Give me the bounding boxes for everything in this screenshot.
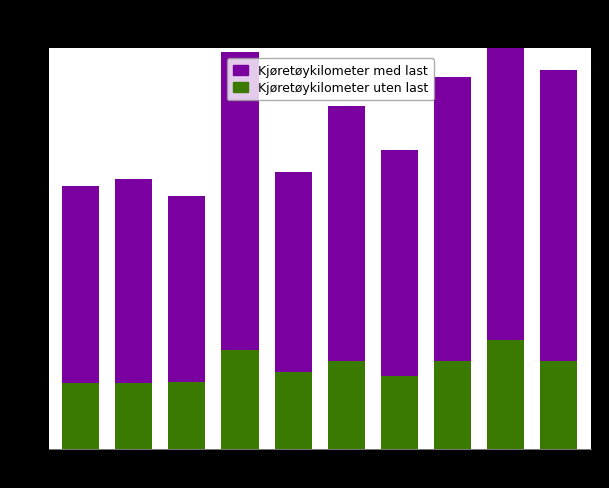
Bar bbox=[168, 382, 205, 449]
Bar bbox=[275, 372, 312, 449]
Bar bbox=[115, 180, 152, 384]
Bar bbox=[487, 34, 524, 340]
Bar bbox=[540, 362, 577, 449]
Bar bbox=[168, 197, 205, 382]
Bar bbox=[275, 172, 312, 372]
Bar bbox=[434, 78, 471, 362]
Bar bbox=[328, 107, 365, 362]
Bar bbox=[222, 52, 259, 351]
Bar bbox=[115, 384, 152, 449]
Bar bbox=[487, 340, 524, 449]
Bar bbox=[434, 362, 471, 449]
Bar bbox=[381, 151, 418, 376]
Bar bbox=[540, 71, 577, 362]
Legend: Kjøretøykilometer med last, Kjøretøykilometer uten last: Kjøretøykilometer med last, Kjøretøykilo… bbox=[227, 59, 434, 101]
Bar bbox=[381, 376, 418, 449]
Bar bbox=[62, 187, 99, 384]
Bar bbox=[62, 384, 99, 449]
Bar bbox=[222, 351, 259, 449]
Bar bbox=[328, 362, 365, 449]
